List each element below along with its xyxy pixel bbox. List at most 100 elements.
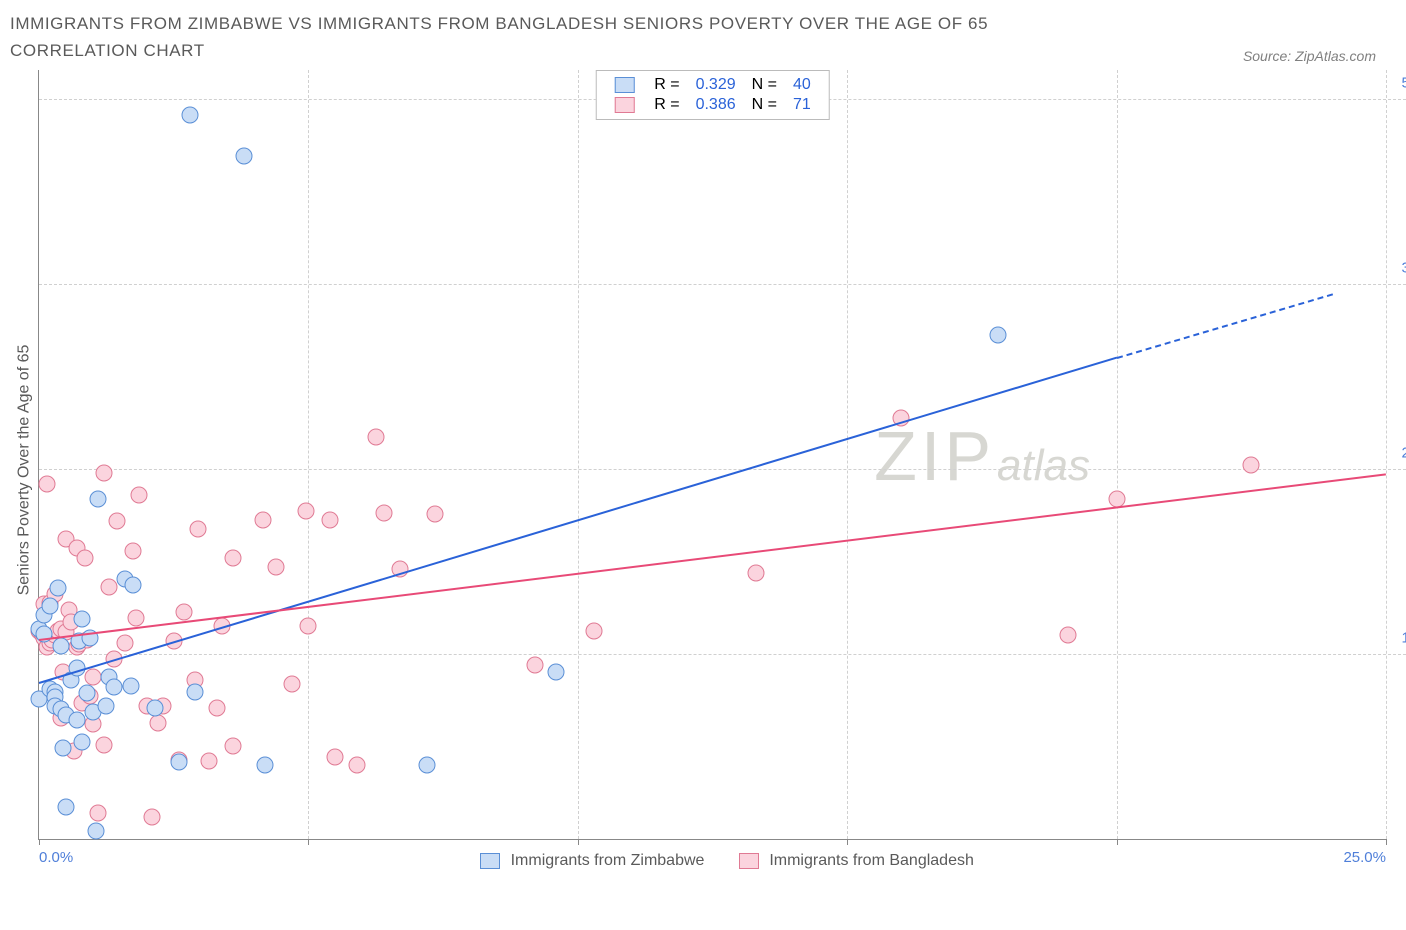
gridline-h bbox=[39, 284, 1406, 285]
x-tick bbox=[847, 839, 848, 845]
scatter-dot-b bbox=[367, 429, 384, 446]
scatter-dot-b bbox=[117, 634, 134, 651]
legend-row-b: R = 0.386 N = 71 bbox=[606, 95, 819, 115]
scatter-dot-a bbox=[79, 684, 96, 701]
legend-r-label: R = bbox=[646, 95, 687, 115]
gridline-v bbox=[578, 70, 579, 839]
scatter-dot-b bbox=[348, 757, 365, 774]
scatter-dot-b bbox=[375, 504, 392, 521]
correlation-legend: R = 0.329 N = 40 R = 0.386 N = 71 bbox=[595, 70, 830, 120]
gridline-h bbox=[39, 469, 1406, 470]
scatter-dot-b bbox=[84, 668, 101, 685]
scatter-dot-b bbox=[585, 622, 602, 639]
gridline-v bbox=[847, 70, 848, 839]
watermark: ZIP atlas bbox=[874, 416, 1090, 496]
scatter-dot-b bbox=[95, 736, 112, 753]
scatter-dot-b bbox=[39, 476, 56, 493]
gridline-v bbox=[1117, 70, 1118, 839]
scatter-dot-b bbox=[208, 699, 225, 716]
series-legend: Immigrants from Zimbabwe Immigrants from… bbox=[38, 852, 1386, 870]
scatter-dot-a bbox=[235, 148, 252, 165]
chart-title: IMMIGRANTS FROM ZIMBABWE VS IMMIGRANTS F… bbox=[10, 10, 1110, 64]
scatter-dot-a bbox=[55, 739, 72, 756]
x-tick bbox=[308, 839, 309, 845]
scatter-dot-b bbox=[268, 559, 285, 576]
scatter-dot-a bbox=[146, 699, 163, 716]
scatter-dot-a bbox=[68, 711, 85, 728]
plot-wrap: ZIP atlas R = 0.329 N = 40 R = 0.386 bbox=[38, 70, 1386, 870]
legend-row-a: R = 0.329 N = 40 bbox=[606, 75, 819, 95]
scatter-dot-a bbox=[171, 754, 188, 771]
gridline-h bbox=[39, 654, 1406, 655]
scatter-dot-a bbox=[87, 822, 104, 839]
scatter-dot-b bbox=[176, 603, 193, 620]
scatter-dot-a bbox=[187, 683, 204, 700]
x-tick bbox=[1117, 839, 1118, 845]
scatter-dot-b bbox=[747, 565, 764, 582]
scatter-dot-b bbox=[95, 464, 112, 481]
scatter-plot: ZIP atlas R = 0.329 N = 40 R = 0.386 bbox=[38, 70, 1386, 840]
scatter-dot-b bbox=[130, 486, 147, 503]
x-tick bbox=[1386, 839, 1387, 845]
trendline-a-dash bbox=[1116, 293, 1332, 359]
scatter-dot-a bbox=[74, 733, 91, 750]
scatter-dot-a bbox=[418, 757, 435, 774]
scatter-dot-b bbox=[1243, 457, 1260, 474]
x-tick bbox=[39, 839, 40, 845]
scatter-dot-a bbox=[125, 577, 142, 594]
scatter-dot-b bbox=[90, 804, 107, 821]
scatter-dot-b bbox=[101, 578, 118, 595]
source-name: ZipAtlas.com bbox=[1295, 48, 1376, 64]
chart-area: Seniors Poverty Over the Age of 65 ZIP a… bbox=[10, 70, 1386, 870]
legend-r-a: 0.329 bbox=[688, 75, 744, 95]
scatter-dot-a bbox=[106, 679, 123, 696]
scatter-dot-b bbox=[427, 506, 444, 523]
series-b-name: Immigrants from Bangladesh bbox=[769, 852, 974, 869]
scatter-dot-a bbox=[990, 327, 1007, 344]
scatter-dot-a bbox=[57, 798, 74, 815]
scatter-dot-a bbox=[49, 579, 66, 596]
legend-r-b: 0.386 bbox=[688, 95, 744, 115]
scatter-dot-b bbox=[284, 676, 301, 693]
scatter-dot-b bbox=[149, 714, 166, 731]
scatter-dot-b bbox=[224, 550, 241, 567]
scatter-dot-b bbox=[109, 513, 126, 530]
scatter-dot-b bbox=[300, 618, 317, 635]
scatter-dot-b bbox=[526, 656, 543, 673]
watermark-atlas: atlas bbox=[997, 441, 1090, 491]
x-tick-label: 0.0% bbox=[39, 849, 73, 866]
scatter-dot-b bbox=[224, 738, 241, 755]
scatter-dot-a bbox=[90, 491, 107, 508]
chart-header: IMMIGRANTS FROM ZIMBABWE VS IMMIGRANTS F… bbox=[10, 10, 1386, 64]
scatter-dot-a bbox=[74, 611, 91, 628]
legend-swatch-b bbox=[614, 97, 634, 113]
scatter-dot-b bbox=[321, 511, 338, 528]
y-tick-label: 50.0% bbox=[1401, 74, 1406, 91]
scatter-dot-b bbox=[1060, 627, 1077, 644]
y-tick-label: 25.0% bbox=[1401, 444, 1406, 461]
x-tick-label: 25.0% bbox=[1343, 849, 1386, 866]
scatter-dot-b bbox=[297, 503, 314, 520]
scatter-dot-b bbox=[144, 809, 161, 826]
legend-n-label: N = bbox=[744, 75, 785, 95]
scatter-dot-a bbox=[41, 597, 58, 614]
scatter-dot-a bbox=[181, 106, 198, 123]
y-tick-label: 37.5% bbox=[1401, 259, 1406, 276]
scatter-dot-a bbox=[257, 757, 274, 774]
scatter-dot-a bbox=[52, 637, 69, 654]
x-tick bbox=[578, 839, 579, 845]
scatter-dot-b bbox=[327, 748, 344, 765]
legend-n-label: N = bbox=[744, 95, 785, 115]
legend-swatch-a2 bbox=[480, 853, 500, 869]
scatter-dot-b bbox=[189, 520, 206, 537]
legend-n-a: 40 bbox=[785, 75, 819, 95]
y-tick-label: 12.5% bbox=[1401, 629, 1406, 646]
source-prefix: Source: bbox=[1243, 48, 1295, 64]
scatter-dot-b bbox=[76, 550, 93, 567]
scatter-dot-b bbox=[125, 543, 142, 560]
legend-n-b: 71 bbox=[785, 95, 819, 115]
scatter-dot-a bbox=[122, 677, 139, 694]
legend-swatch-b2 bbox=[739, 853, 759, 869]
scatter-dot-b bbox=[254, 511, 271, 528]
scatter-dot-b bbox=[200, 753, 217, 770]
